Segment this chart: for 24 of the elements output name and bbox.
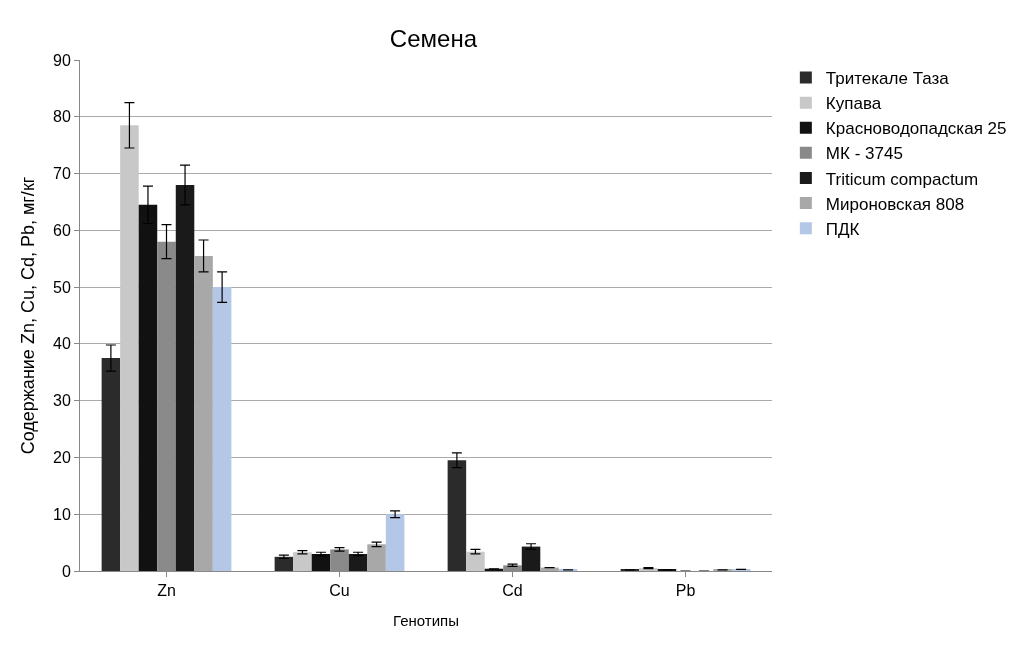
- y-tick-label: 60: [53, 221, 71, 239]
- x-axis-title: Генотипы: [393, 612, 459, 629]
- legend-label: Мироновская 808: [825, 194, 965, 214]
- legend-label: Купава: [825, 94, 882, 114]
- y-tick-label: 20: [53, 449, 71, 467]
- x-tick-label: Pb: [675, 582, 696, 600]
- legend-label: ПДК: [825, 219, 860, 239]
- x-tick-label: Cu: [329, 582, 350, 600]
- chart-title: Семена: [389, 24, 478, 52]
- y-tick-label: 10: [53, 505, 71, 523]
- x-tick-label: Cd: [502, 582, 523, 600]
- legend-label: Красноводопадская 25: [825, 119, 1007, 139]
- y-tick-label: 30: [53, 392, 71, 410]
- legend-label: Тритекале Таза: [825, 69, 950, 89]
- y-tick-label: 0: [61, 562, 71, 580]
- x-tick-label: Zn: [157, 582, 176, 600]
- y-tick-label: 40: [53, 335, 71, 353]
- legend-label: Triticum compactum: [825, 169, 979, 189]
- legend-label: МК - 3745: [825, 144, 903, 164]
- y-axis-title: Содержание Zn, Cu, Cd, Pb, мг/кг: [18, 176, 38, 455]
- y-tick-label: 50: [53, 278, 71, 296]
- y-tick-label: 80: [53, 108, 71, 126]
- y-tick-label: 70: [53, 165, 71, 183]
- y-tick-label: 90: [53, 51, 71, 69]
